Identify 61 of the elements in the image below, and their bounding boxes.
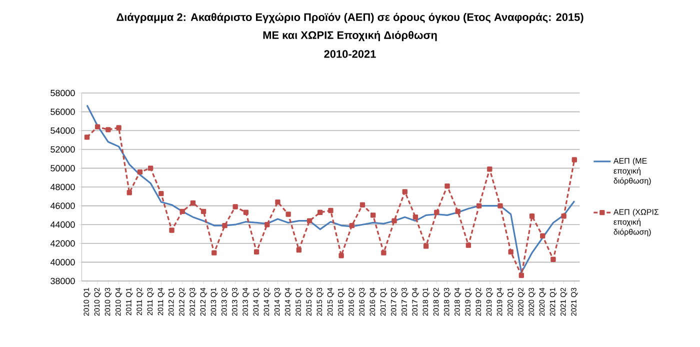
point [148,166,154,171]
point [529,214,535,219]
y-tick-label: 50000 [50,165,75,172]
point [381,250,386,256]
point [349,222,354,228]
point [84,134,90,140]
y-tick-label: 48000 [50,184,75,190]
point [498,203,503,208]
y-tick-label: 44000 [50,221,75,228]
point [318,210,323,215]
point [423,244,429,249]
point [126,190,132,196]
point [476,203,482,208]
point [116,125,122,130]
point [434,210,440,215]
text: 2010-2021 [324,50,376,58]
point [212,250,217,256]
point [232,204,238,210]
chart-subtitle: ΜΕ και ΧΩΡΙΣ Εποχική Διόρθωση [263,30,437,42]
chart-title: Διάγραμμα 2: Ακαθάριστο Εγχώριο Προϊόν (ΑΕΠ) σε όρους όγκου (Ετος Αναφοράς: 2015) [116,12,584,24]
y-tick-label: 42000 [50,240,75,247]
point [243,210,249,215]
point [169,228,174,233]
point [254,249,260,254]
y-tick-label: 46000 [50,202,75,209]
y-tick-label: 56000 [50,108,75,115]
point [338,253,344,258]
point [296,247,302,253]
point [572,157,577,162]
point [180,208,185,214]
point [402,189,408,194]
point [444,183,450,189]
y-tick-label: 58000 [50,90,75,96]
point [190,200,196,206]
point [508,249,514,254]
y-tick-label: 54000 [50,127,75,134]
point [518,272,524,278]
y-tick-label: 38000 [50,278,75,284]
point [487,166,492,172]
point [286,212,291,217]
point [275,199,280,205]
point [95,124,100,130]
point [455,208,460,214]
point [412,214,418,220]
point [370,212,376,218]
point [306,218,312,224]
point [550,256,556,262]
point [222,222,228,228]
point [561,214,566,219]
point [264,222,270,228]
point [200,208,206,214]
point [392,218,397,224]
point [328,208,334,214]
point [466,242,472,248]
point [360,202,366,208]
point [158,190,164,196]
y-tick-label: 52000 [50,146,75,153]
point [137,169,143,175]
point [540,233,546,238]
point [106,127,111,132]
y-tick-label: 40000 [50,259,75,266]
